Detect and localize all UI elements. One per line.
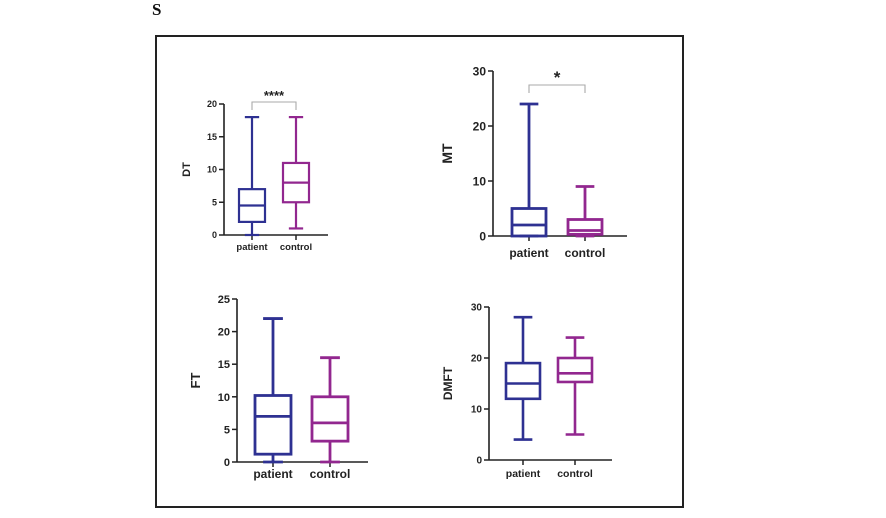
panel-mt: 0 10 20 30 MT patient control * [439,64,627,260]
box-control [310,356,350,464]
x-tick-label-control: control [565,246,606,260]
panel-ft: 0 5 10 15 20 25 FT patient control [188,294,368,481]
box-patient [253,317,293,464]
figure-frame [155,35,684,508]
significance-stars: * [554,68,561,87]
significance-bracket [251,101,297,110]
y-tick-label: 30 [473,64,487,78]
box-control [566,185,604,238]
iqr-box [310,395,350,443]
y-tick-label: 10 [207,165,217,175]
y-tick-label: 0 [479,229,486,243]
y-tick-label: 20 [207,99,217,109]
iqr-box [253,394,293,456]
y-axis-title: DT [181,162,193,177]
box-control [556,336,594,436]
y-axis-title: MT [439,143,455,164]
y-axis-title: FT [188,373,203,389]
x-tick-label-patient: patient [253,467,292,481]
y-tick-label: 15 [218,359,230,371]
y-tick-label: 20 [218,327,230,339]
y-tick-label: 5 [212,197,217,207]
y-tick-label: 5 [224,424,230,436]
iqr-box [556,356,594,384]
x-tick-label-control: control [280,242,312,253]
y-tick-label: 10 [473,174,487,188]
panel-dt: 0 5 10 15 20 DT patient control **** [181,88,328,253]
iqr-box [566,218,604,236]
y-tick-label: 0 [476,456,482,467]
y-tick-label: 15 [207,132,217,142]
y-tick-label: 20 [473,119,487,133]
y-tick-label: 0 [212,230,217,240]
box-control [281,115,311,230]
x-tick-label-patient: patient [509,246,548,260]
significance-bracket [528,84,586,93]
iqr-box [510,207,548,238]
x-tick-label-control: control [557,468,593,480]
figure-letter: S [152,0,162,19]
x-tick-label-patient: patient [506,468,541,480]
box-patient [510,102,548,238]
y-tick-label: 10 [471,405,483,416]
y-tick-label: 25 [218,294,230,306]
y-tick-label: 0 [224,457,230,469]
x-tick-label-control: control [310,467,351,481]
iqr-box [504,361,542,401]
significance-stars: **** [264,88,285,103]
panel-dmft: 0 10 20 30 DMFT patient control [441,303,612,480]
y-tick-label: 30 [471,303,483,314]
y-tick-label: 10 [218,392,230,404]
box-patient [237,115,267,237]
box-patient [504,315,542,441]
y-axis-title: DMFT [441,366,455,400]
y-tick-label: 20 [471,354,483,365]
x-tick-label-patient: patient [236,242,268,253]
